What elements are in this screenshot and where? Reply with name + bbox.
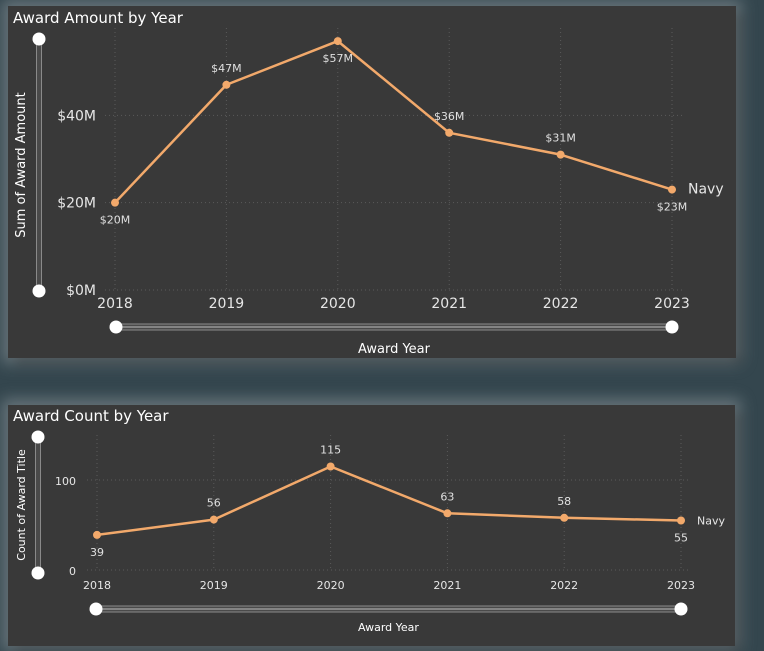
data-point[interactable] — [677, 516, 685, 525]
x-tick-label: 2018 — [83, 579, 111, 592]
data-point[interactable] — [93, 530, 101, 539]
data-label: 55 — [674, 532, 688, 545]
data-point[interactable] — [445, 128, 454, 137]
award-amount-chart-panel: Award Amount by Year $0M $20M $40M 2018 2019 2… — [8, 6, 736, 358]
data-label: 56 — [207, 497, 221, 510]
x-tick-label: 2020 — [317, 579, 345, 592]
data-point[interactable] — [556, 150, 565, 159]
data-label: 39 — [90, 546, 104, 559]
x-tick-label: 2020 — [320, 296, 356, 312]
series-line — [96, 465, 682, 537]
x-tick-label: 2022 — [550, 579, 578, 592]
data-point[interactable] — [209, 515, 218, 524]
y-tick-label: 100 — [55, 475, 76, 488]
data-point[interactable] — [668, 185, 676, 194]
x-axis-title: Award Year — [358, 621, 419, 634]
y-axis-slider-top-handle[interactable] — [32, 32, 46, 46]
data-label: $36M — [434, 110, 465, 123]
y-axis-slider-top-handle[interactable] — [31, 430, 45, 444]
x-axis-title: Award Year — [358, 342, 431, 357]
award-count-chart: Award Count by Year 0 100 2018 2019 2020 2021 2… — [13, 407, 725, 634]
series-legend-label: Navy — [697, 515, 725, 528]
data-point[interactable] — [222, 80, 231, 89]
award-amount-chart: Award Amount by Year $0M $20M $40M 2018 2019 2… — [13, 9, 724, 357]
y-tick-label: $0M — [66, 283, 96, 299]
data-point[interactable] — [443, 509, 452, 518]
x-tick-label: 2023 — [654, 296, 690, 312]
y-axis-title: Count of Award Title — [15, 449, 28, 561]
data-label: $47M — [211, 62, 242, 75]
x-tick-label: 2023 — [667, 579, 695, 592]
y-axis-range-slider-track[interactable] — [35, 436, 41, 574]
data-label: 58 — [557, 495, 571, 508]
data-label: 63 — [440, 490, 454, 503]
award-count-chart-panel: Award Count by Year 0 100 2018 2019 2020 2021 2… — [8, 405, 735, 646]
data-point[interactable] — [111, 198, 119, 207]
data-point[interactable] — [333, 37, 342, 46]
data-label: $23M — [657, 201, 688, 214]
y-tick-label: $20M — [57, 196, 96, 212]
x-tick-label: 2019 — [200, 579, 228, 592]
x-tick-label: 2019 — [209, 296, 245, 312]
x-tick-label: 2021 — [431, 296, 467, 312]
y-axis-title: Sum of Award Amount — [14, 92, 29, 238]
chart-title: Award Amount by Year — [13, 9, 184, 27]
data-label: $31M — [545, 132, 576, 145]
x-axis-slider-left-handle[interactable] — [89, 602, 103, 616]
x-tick-label: 2018 — [97, 296, 133, 312]
data-label: $20M — [100, 214, 131, 227]
y-tick-label: $40M — [57, 108, 96, 124]
x-tick-label: 2021 — [433, 579, 461, 592]
x-axis-slider-right-handle[interactable] — [665, 320, 679, 334]
data-point[interactable] — [560, 513, 569, 522]
x-axis-slider-left-handle[interactable] — [109, 320, 123, 334]
x-tick-label: 2022 — [543, 296, 579, 312]
data-label: $57M — [323, 52, 354, 65]
chart-title: Award Count by Year — [13, 407, 169, 425]
series-legend-label: Navy — [688, 182, 724, 198]
y-axis-slider-bottom-handle[interactable] — [32, 284, 46, 298]
y-axis-slider-bottom-handle[interactable] — [31, 566, 45, 580]
y-axis-range-slider-track[interactable] — [36, 38, 42, 292]
x-axis-slider-right-handle[interactable] — [674, 602, 688, 616]
y-tick-label: 0 — [69, 565, 76, 578]
data-label: 115 — [320, 444, 341, 457]
data-point[interactable] — [326, 462, 335, 471]
series-line — [114, 39, 673, 204]
